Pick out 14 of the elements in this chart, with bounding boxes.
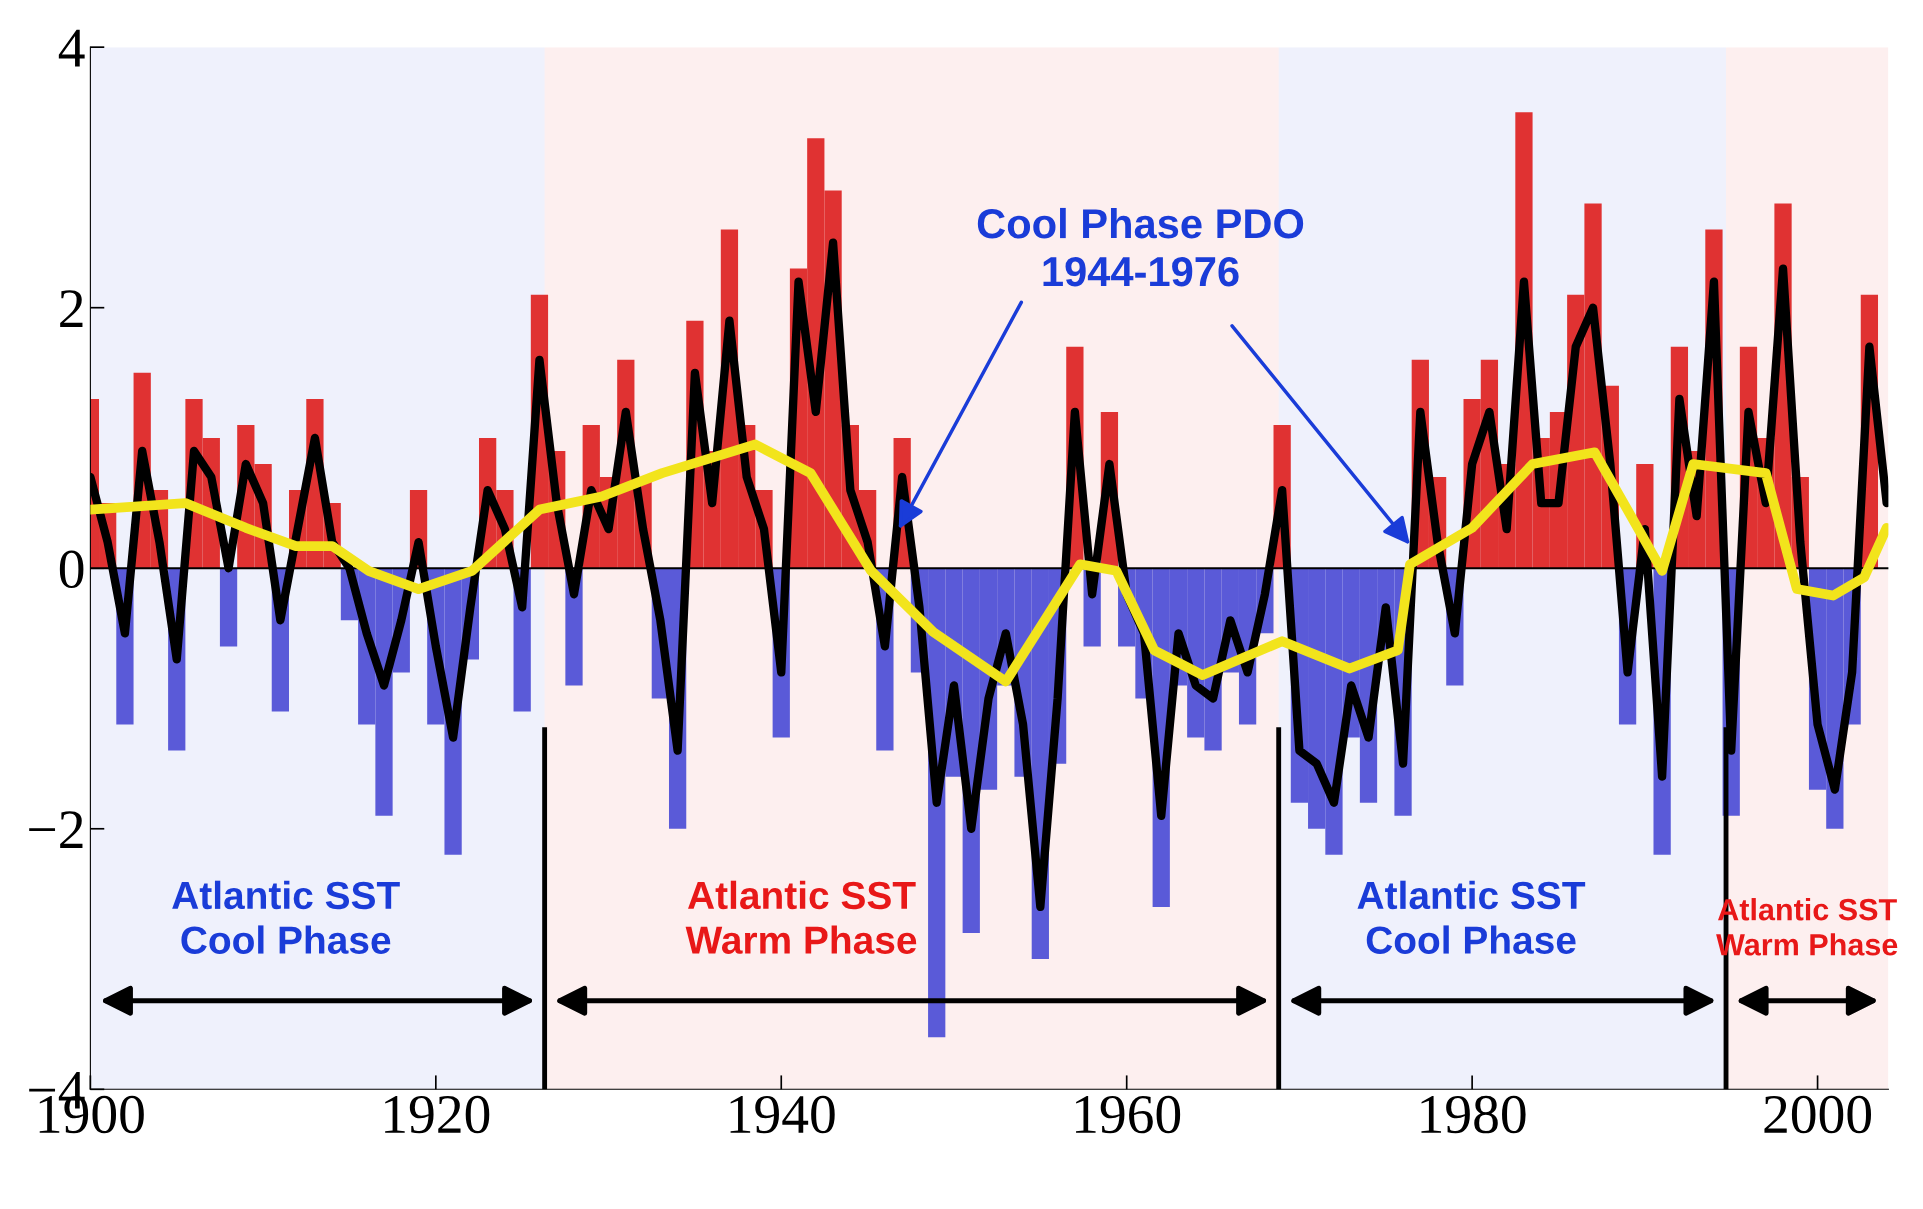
band-label: Atlantic SST Cool Phase: [172, 880, 400, 954]
x-tick-label: 1980: [1421, 1095, 1526, 1134]
y-tick-label: 4: [58, 29, 85, 67]
x-tick-label: 2000: [1764, 1095, 1872, 1134]
y-tick-label: 2: [60, 290, 83, 327]
y-tick-label: 0: [59, 550, 84, 589]
x-tick-label: 1940: [730, 1095, 835, 1134]
y-tick-label: −2: [29, 811, 83, 849]
annotation: Cool Phase PDO 1944-1976: [977, 207, 1304, 287]
bar: [219, 568, 238, 647]
band-label: Atlantic SST Warm Phase: [685, 880, 917, 954]
x-tick-label: 1960: [1076, 1095, 1181, 1134]
x-tick-label: 1920: [385, 1095, 490, 1134]
band-label: Atlantic SST Cool Phase: [1357, 880, 1586, 954]
